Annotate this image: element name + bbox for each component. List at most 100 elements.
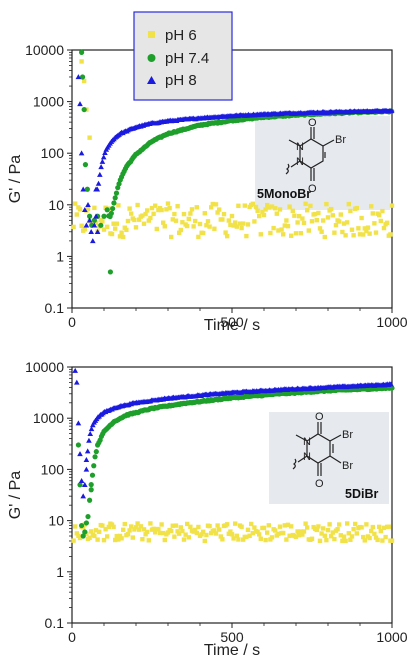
data-point-ph6 xyxy=(325,527,331,533)
data-point-ph74 xyxy=(82,162,89,168)
data-point-ph6 xyxy=(175,529,180,534)
data-point-ph6 xyxy=(300,216,305,221)
data-point-ph74 xyxy=(87,213,93,219)
data-point-ph8 xyxy=(91,222,98,228)
data-point-ph6 xyxy=(329,534,334,539)
data-point-ph6 xyxy=(143,532,148,537)
data-point-ph6 xyxy=(202,211,207,216)
data-point-ph6 xyxy=(221,211,227,217)
data-point-ph74 xyxy=(84,186,90,192)
data-point-ph6 xyxy=(351,526,356,532)
data-point-ph6 xyxy=(217,527,222,532)
data-point-ph6 xyxy=(151,526,156,532)
data-point-ph6 xyxy=(125,218,131,224)
data-point-ph8 xyxy=(82,482,88,488)
data-point-ph6 xyxy=(303,521,308,526)
data-point-ph6 xyxy=(79,59,84,64)
data-point-ph6 xyxy=(317,226,323,231)
data-point-ph6 xyxy=(146,538,151,543)
data-point-ph6 xyxy=(332,230,337,235)
data-point-ph6 xyxy=(205,219,211,224)
data-point-ph6 xyxy=(169,234,174,240)
data-point-ph6 xyxy=(330,530,335,535)
data-point-ph6 xyxy=(215,523,220,528)
data-point-ph6 xyxy=(269,204,275,209)
data-point-ph6 xyxy=(359,525,364,530)
data-point-ph6 xyxy=(185,521,190,527)
data-point-ph8 xyxy=(90,422,96,428)
data-point-ph6 xyxy=(370,524,375,530)
data-point-ph6 xyxy=(161,530,166,536)
data-point-ph6 xyxy=(170,523,175,528)
data-point-ph6 xyxy=(148,521,153,526)
legend-label-ph6: pH 6 xyxy=(165,27,197,44)
top-molecule-inset: O N N O Br 5MonoBr xyxy=(255,116,390,210)
data-point-ph6 xyxy=(301,220,307,226)
x-tick-label: 1000 xyxy=(376,314,407,330)
x-tick-label: 0 xyxy=(68,629,76,645)
top-chart-panel: 0 500 1000 0.1 1 10 100 1000 10000 O N N O Br 5M… xyxy=(7,42,408,334)
data-point-ph6 xyxy=(279,227,284,232)
data-point-ph6 xyxy=(319,531,324,536)
data-point-ph6 xyxy=(282,523,287,528)
data-point-ph6 xyxy=(145,529,150,535)
data-point-ph6 xyxy=(247,533,252,538)
data-point-ph6 xyxy=(362,226,367,231)
data-point-ph6 xyxy=(151,211,156,217)
data-point-ph6 xyxy=(354,531,359,536)
data-point-ph6 xyxy=(130,535,135,540)
data-point-ph6 xyxy=(95,537,100,542)
data-point-ph6 xyxy=(141,527,147,532)
data-point-ph6 xyxy=(121,527,126,532)
data-point-ph6 xyxy=(207,523,212,529)
data-point-ph6 xyxy=(188,524,193,530)
data-point-ph6 xyxy=(338,533,343,538)
data-point-ph74 xyxy=(87,497,93,503)
data-point-ph6 xyxy=(156,527,161,532)
data-point-ph6 xyxy=(101,537,107,543)
data-point-ph6 xyxy=(348,537,353,542)
data-point-ph6 xyxy=(369,204,374,209)
data-point-ph6 xyxy=(132,527,137,532)
data-point-ph6 xyxy=(165,201,171,206)
data-point-ph6 xyxy=(252,219,257,224)
data-point-ph6 xyxy=(239,225,244,231)
data-point-ph74 xyxy=(107,269,113,275)
y-tick-label: 10000 xyxy=(25,359,64,375)
data-point-ph6 xyxy=(287,204,292,209)
data-point-ph6 xyxy=(297,213,302,219)
data-point-ph6 xyxy=(324,537,329,543)
data-point-ph6 xyxy=(145,208,150,213)
data-point-ph6 xyxy=(242,203,247,208)
data-point-ph6 xyxy=(245,222,251,227)
data-point-ph6 xyxy=(129,211,134,216)
data-point-ph6 xyxy=(140,537,145,542)
data-point-ph6 xyxy=(233,521,238,526)
data-point-ph6 xyxy=(217,207,222,212)
data-point-ph6 xyxy=(143,211,148,217)
data-point-ph6 xyxy=(193,218,198,224)
data-point-ph6 xyxy=(71,538,76,543)
data-point-ph8 xyxy=(388,381,394,387)
data-point-ph6 xyxy=(345,220,350,225)
data-point-ph6 xyxy=(204,223,209,228)
data-point-ph6 xyxy=(385,220,390,225)
legend-label-ph74: pH 7.4 xyxy=(165,50,209,67)
atom-n-1: N xyxy=(296,141,304,153)
bottom-chart-panel: 0 500 1000 0.1 1 10 100 1000 10000 O N N O Br Br… xyxy=(7,359,408,659)
legend-marker-ph8-triangle xyxy=(147,76,156,84)
data-point-ph6 xyxy=(213,202,219,207)
data-point-ph6 xyxy=(79,223,84,229)
data-point-ph6 xyxy=(244,534,249,540)
data-point-ph6 xyxy=(284,537,289,542)
data-point-ph74 xyxy=(89,472,96,478)
data-point-ph6 xyxy=(178,525,183,530)
data-point-ph6 xyxy=(82,227,87,232)
data-point-ph8 xyxy=(85,202,91,207)
data-point-ph6 xyxy=(293,534,299,539)
data-point-ph6 xyxy=(114,221,119,226)
data-point-ph6 xyxy=(276,531,281,536)
data-point-ph6 xyxy=(265,530,270,535)
data-point-ph6 xyxy=(81,78,87,84)
y-tick-label: 10 xyxy=(48,197,64,213)
